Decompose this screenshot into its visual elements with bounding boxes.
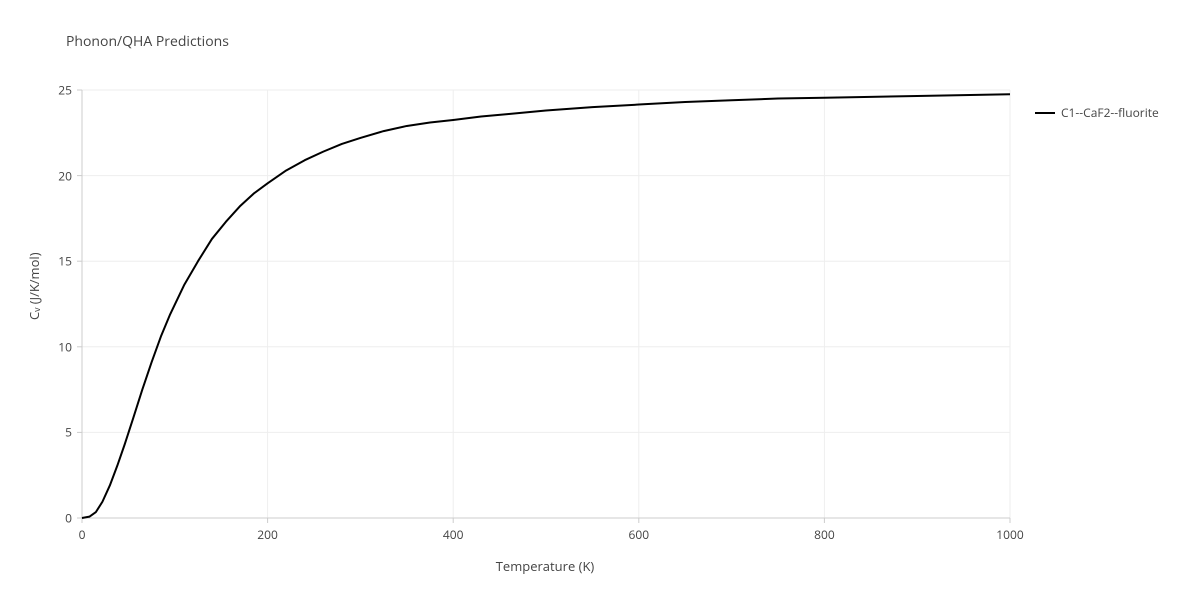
x-tick-label: 0 — [79, 526, 86, 543]
y-tick-label: 20 — [58, 167, 72, 184]
legend-swatch — [1035, 112, 1055, 114]
y-axis-label: Cᵥ (J/K/mol) — [25, 252, 43, 320]
x-tick-label: 200 — [257, 526, 278, 543]
legend-label: C1--CaF2--fluorite — [1061, 104, 1159, 121]
x-axis-label: Temperature (K) — [496, 557, 595, 575]
x-tick-label: 1000 — [996, 526, 1023, 543]
legend: C1--CaF2--fluorite — [1035, 104, 1159, 121]
y-tick-label: 10 — [58, 338, 72, 355]
y-tick-label: 0 — [65, 510, 72, 527]
x-tick-label: 400 — [443, 526, 464, 543]
y-tick-label: 5 — [65, 424, 72, 441]
chart-container: Phonon/QHA Predictions Cᵥ (J/K/mol) Temp… — [0, 0, 1200, 600]
y-tick-label: 25 — [58, 82, 72, 99]
x-tick-label: 800 — [814, 526, 835, 543]
chart-svg — [0, 0, 1200, 600]
y-tick-label: 15 — [58, 253, 72, 270]
x-tick-label: 600 — [629, 526, 650, 543]
chart-title: Phonon/QHA Predictions — [66, 32, 229, 51]
